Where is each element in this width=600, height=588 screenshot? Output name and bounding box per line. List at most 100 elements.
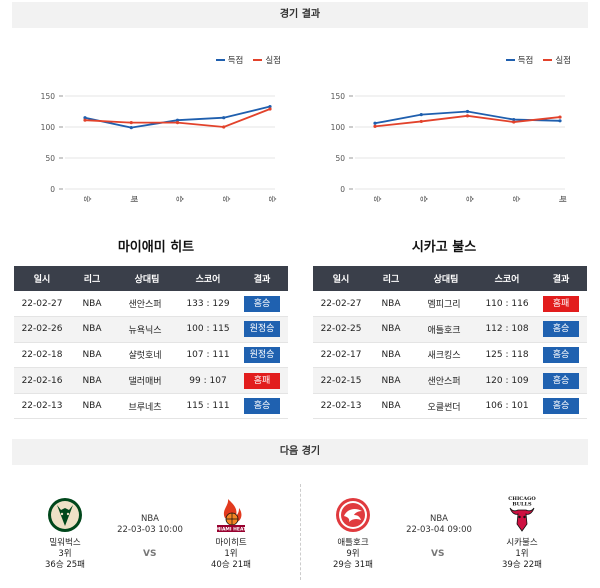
x-tick-label: 승	[268, 196, 277, 203]
data-point	[512, 120, 516, 124]
table-row: 22-02-27 NBA 샌안스퍼 133 : 129 홈승	[14, 291, 288, 318]
cell-league: NBA	[369, 291, 413, 318]
home-team-rank: 1위	[224, 549, 238, 559]
heat-form-chart: 득점 실점 0 50 100 150 승 패 승 승 승	[35, 48, 285, 218]
vs-label: VS	[431, 549, 445, 559]
x-tick-label: 승	[419, 196, 428, 203]
cell-result: 홈승	[535, 316, 587, 343]
data-point	[175, 118, 180, 122]
legend-scored-label: 득점	[517, 56, 534, 66]
home-team-name: 마이히트	[215, 538, 247, 548]
x-tick-label: 승	[83, 196, 92, 203]
data-point	[512, 117, 516, 122]
data-point	[419, 113, 423, 117]
cell-result: 원정승	[236, 342, 288, 369]
match-league: NBA	[429, 514, 448, 524]
heat-form-chart-svg: 0 50 100 150 승 패 승 승 승	[41, 92, 277, 203]
results-section-header: 경기 결과	[12, 2, 588, 28]
bulls-form-chart: 득점 실점 0 50 100 150 승 승 승 승 패	[325, 48, 575, 218]
data-point	[83, 116, 87, 120]
result-badge: 홈패	[543, 295, 579, 312]
home-team-record: 39승 22패	[502, 560, 542, 570]
cell-date: 22-02-26	[14, 316, 70, 343]
cell-league: NBA	[70, 393, 114, 420]
cell-score: 106 : 101	[479, 393, 535, 420]
next-game-2-home-team[interactable]: CHICAGO BULLS 시카불스 1위 39승 22패	[487, 494, 557, 571]
cell-date: 22-02-13	[313, 393, 369, 420]
cell-league: NBA	[369, 393, 413, 420]
result-badge: 홈패	[244, 372, 280, 389]
y-tick-label: 0	[340, 185, 345, 194]
data-point	[373, 121, 377, 125]
header-result: 결과	[236, 266, 288, 291]
data-point	[175, 121, 180, 125]
next-game-1-info: NBA 22-03-03 10:00	[105, 514, 195, 536]
bulls-logo-text-top: CHICAGO	[508, 496, 536, 502]
header-date: 일시	[313, 266, 369, 291]
cell-date: 22-02-15	[313, 367, 369, 394]
result-badge: 원정승	[244, 321, 280, 338]
cell-result: 홈승	[535, 393, 587, 420]
series-line-0	[84, 105, 271, 129]
cell-date: 22-02-18	[14, 342, 70, 369]
table-row: 22-02-16 NBA 댈러매버 99 : 107 홈패	[14, 367, 288, 394]
away-team-record: 29승 31패	[333, 560, 373, 570]
cell-opponent: 샬럿호네	[114, 342, 180, 369]
next-games-divider	[300, 484, 301, 580]
next-game-1-home-team[interactable]: MIAMI HEAT 마이히트 1위 40승 21패	[196, 496, 266, 571]
cell-score: 100 : 115	[180, 316, 236, 343]
cell-opponent: 새크킹스	[413, 342, 479, 369]
data-point	[558, 115, 562, 119]
away-team-name: 애틀호크	[337, 538, 369, 548]
table-row: 22-02-15 NBA 샌안스퍼 120 : 109 홈승	[313, 367, 587, 394]
match-datetime: 22-03-03 10:00	[117, 525, 183, 535]
away-team-rank: 9위	[346, 549, 360, 559]
heat-logo-text: MIAMI HEAT	[216, 527, 247, 533]
cell-date: 22-02-27	[14, 291, 70, 318]
header-league: 리그	[70, 266, 114, 291]
cell-opponent: 샌안스퍼	[114, 291, 180, 318]
cell-score: 115 : 111	[180, 393, 236, 420]
away-team-rank: 3위	[58, 549, 72, 559]
legend-conceded-label: 실점	[265, 56, 281, 66]
home-team-record: 40승 21패	[211, 560, 251, 570]
y-tick-label: 50	[335, 154, 345, 163]
cell-date: 22-02-27	[313, 291, 369, 318]
bulls-logo-icon: CHICAGO BULLS	[508, 496, 536, 532]
result-badge: 홈승	[543, 346, 579, 363]
cell-league: NBA	[70, 291, 114, 318]
next-games-section-header: 다음 경기	[12, 439, 588, 465]
table-row: 22-02-18 NBA 샬럿호네 107 : 111 원정승	[14, 342, 288, 369]
cell-opponent: 오클썬더	[413, 393, 479, 420]
result-badge: 홈승	[244, 295, 280, 312]
cell-score: 107 : 111	[180, 342, 236, 369]
next-game-2-away-team[interactable]: 애틀호크 9위 29승 31패	[318, 496, 388, 571]
legend-conceded: 실점	[543, 54, 571, 66]
x-tick-label: 패	[558, 196, 568, 203]
next-game-1-away-team[interactable]: 밀워벅스 3위 36승 25패	[30, 496, 100, 571]
cell-score: 99 : 107	[180, 367, 236, 394]
cell-result: 원정승	[236, 316, 288, 343]
x-tick-label: 승	[176, 196, 185, 203]
bulls-logo-text-bottom: BULLS	[512, 502, 532, 508]
data-point	[268, 104, 272, 109]
header-opponent: 상대팀	[413, 266, 479, 291]
x-tick-label: 승	[373, 196, 382, 203]
bulls-results-table: 일시 리그 상대팀 스코어 결과 22-02-27 NBA 멤피그리 110 : 11…	[313, 266, 587, 420]
y-tick-label: 0	[50, 185, 55, 194]
cell-date: 22-02-25	[313, 316, 369, 343]
cell-score: 133 : 129	[180, 291, 236, 318]
bulls-team-title: 시카고 불스	[411, 240, 477, 255]
cell-date: 22-02-13	[14, 393, 70, 420]
legend-conceded: 실점	[253, 54, 281, 66]
cell-opponent: 뉴욕닉스	[114, 316, 180, 343]
table-header-row: 일시 리그 상대팀 스코어 결과	[313, 266, 587, 291]
table-row: 22-02-25 NBA 애틀호크 112 : 108 홈승	[313, 316, 587, 343]
data-point	[129, 121, 133, 125]
cell-result: 홈승	[236, 291, 288, 318]
data-point	[222, 116, 226, 120]
cell-result: 홈승	[535, 342, 587, 369]
x-tick-label: 승	[222, 196, 231, 203]
data-point	[465, 109, 470, 114]
bulls-form-chart-svg: 0 50 100 150 승 승 승 승 패	[331, 92, 568, 203]
